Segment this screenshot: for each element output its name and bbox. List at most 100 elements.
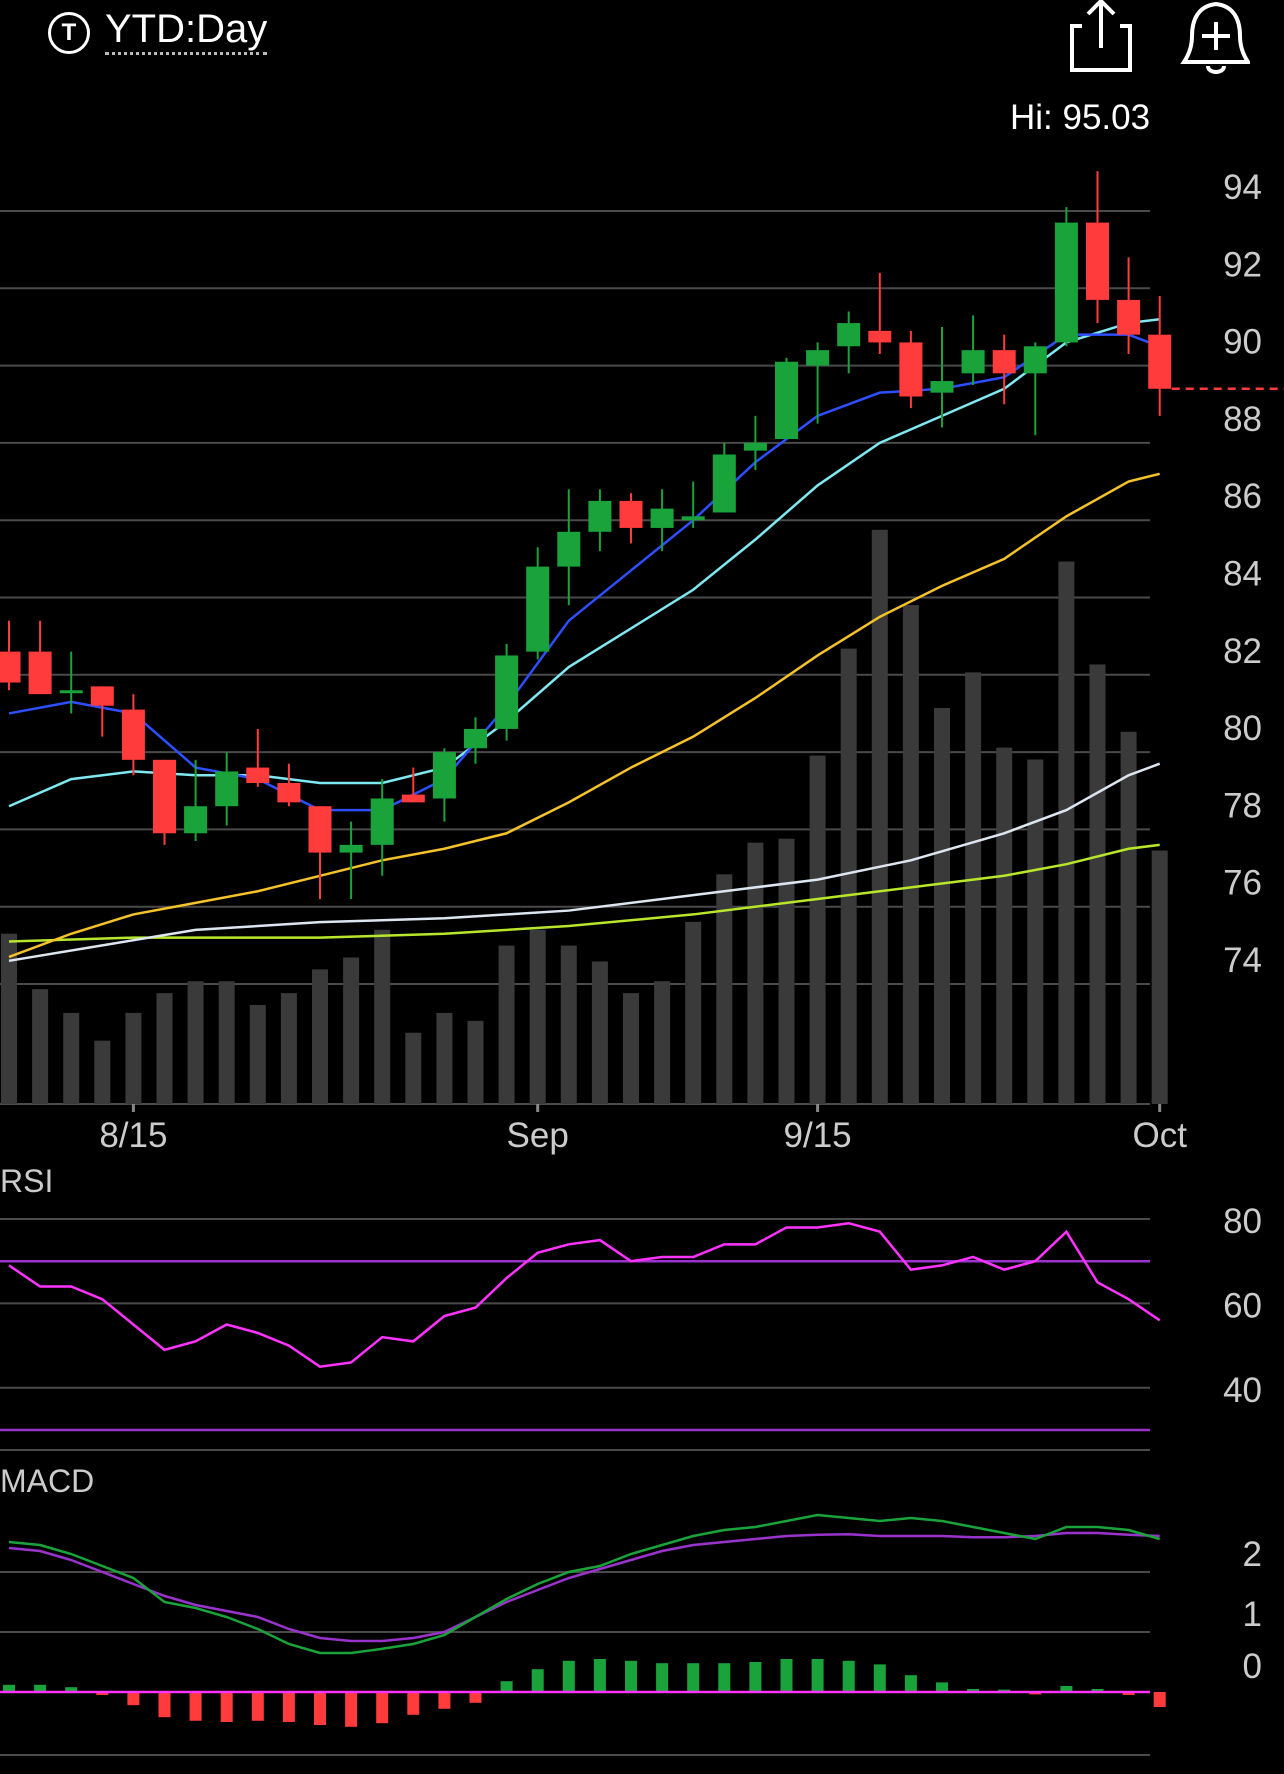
candle-body xyxy=(339,844,363,853)
candle-body xyxy=(961,350,985,374)
candle-body xyxy=(1148,334,1172,389)
macd-histogram-bar xyxy=(656,1663,669,1692)
price-tick-label: 78 xyxy=(1223,786,1262,825)
macd-histogram-bar xyxy=(220,1692,233,1722)
candle-body xyxy=(59,690,83,694)
candle-body xyxy=(681,516,705,521)
macd-histogram-bar xyxy=(780,1659,793,1692)
macd-histogram-bar xyxy=(531,1669,544,1692)
volume-bar xyxy=(1120,731,1137,1104)
macd-tick-label: 1 xyxy=(1243,1595,1262,1634)
price-tick-label: 84 xyxy=(1223,555,1262,594)
candle-body xyxy=(712,454,736,513)
volume-bar xyxy=(1027,759,1044,1104)
macd-histogram-bar xyxy=(842,1660,855,1692)
sma-fast-line xyxy=(8,333,1161,812)
macd-histogram-bar xyxy=(500,1681,513,1692)
candle-body xyxy=(899,342,923,397)
candle-body xyxy=(246,767,270,784)
volume-bar xyxy=(716,874,733,1104)
macd-histogram-bar xyxy=(1122,1692,1135,1695)
macd-histogram-bar xyxy=(407,1692,420,1715)
candle-body xyxy=(743,442,767,451)
ticker-badge-icon: T xyxy=(48,12,90,54)
volume-bar xyxy=(934,708,950,1104)
candle-body xyxy=(0,651,21,683)
add-alert-bell-icon xyxy=(1180,1,1252,74)
macd-histogram-bar xyxy=(127,1692,140,1706)
macd-histogram-bar xyxy=(3,1684,15,1692)
macd-histogram-bar xyxy=(1060,1686,1073,1692)
macd-line xyxy=(8,1513,1161,1655)
candle-body xyxy=(215,771,239,807)
macd-histogram-bar xyxy=(936,1682,948,1692)
date-axis: 8/15 Sep 9/15 Oct xyxy=(99,1104,1187,1155)
candle-body xyxy=(992,350,1016,374)
volume-bar xyxy=(747,842,764,1104)
price-tick-label: 90 xyxy=(1223,323,1262,362)
add-alert-button[interactable] xyxy=(1180,0,1252,80)
candle-body xyxy=(153,759,176,834)
candle-body xyxy=(464,728,487,749)
volume-bar xyxy=(902,605,919,1104)
volume-bars xyxy=(1,529,1168,1104)
volume-bar xyxy=(343,957,360,1104)
candle-body xyxy=(90,686,114,706)
sma-200-line xyxy=(8,843,1160,943)
date-tick-label: Oct xyxy=(1132,1116,1187,1155)
volume-bar xyxy=(218,981,235,1104)
volume-bar xyxy=(560,945,577,1104)
candle-body xyxy=(806,350,830,366)
macd-histogram-bar xyxy=(96,1692,109,1695)
price-tick-label: 76 xyxy=(1223,864,1262,903)
volume-bar xyxy=(996,747,1013,1104)
sma-100-line xyxy=(8,762,1161,963)
rsi-panel: RSI 80 60 40 xyxy=(0,1163,1262,1451)
macd-histogram-bar xyxy=(314,1692,326,1725)
macd-histogram-bar xyxy=(282,1692,295,1722)
price-tick-label: 82 xyxy=(1223,632,1262,671)
price-tick-label: 88 xyxy=(1223,400,1262,439)
candle-body xyxy=(401,794,425,803)
volume-bar xyxy=(591,961,608,1104)
share-icon xyxy=(1070,0,1132,72)
candle-body xyxy=(1086,222,1109,300)
volume-bar xyxy=(623,993,639,1104)
price-tick-label: 94 xyxy=(1223,168,1262,207)
macd-histogram-bar xyxy=(345,1692,358,1727)
volume-bar xyxy=(125,1012,142,1104)
volume-bar xyxy=(187,981,204,1104)
macd-histogram-bar xyxy=(34,1684,47,1692)
range-selector[interactable]: YTD:Day xyxy=(105,6,268,55)
volume-bar xyxy=(312,969,328,1104)
macd-histogram-bar xyxy=(873,1664,886,1692)
rsi-tick-label: 60 xyxy=(1223,1286,1262,1325)
candle-body xyxy=(1054,222,1078,343)
candle-body xyxy=(277,783,301,803)
candle-body xyxy=(930,381,954,393)
sma-mid-line xyxy=(8,317,1160,808)
share-button[interactable] xyxy=(1070,0,1140,80)
candle-body xyxy=(370,798,394,845)
sma-50-line xyxy=(8,472,1161,959)
price-tick-label: 80 xyxy=(1223,709,1262,748)
macd-tick-label: 0 xyxy=(1243,1647,1262,1686)
volume-bar xyxy=(436,1012,453,1104)
macd-title: MACD xyxy=(0,1463,94,1499)
volume-bar xyxy=(529,929,546,1104)
chart-header: T YTD:Day xyxy=(0,0,1284,90)
volume-bar xyxy=(871,529,888,1104)
volume-bar xyxy=(1151,850,1168,1104)
volume-bar xyxy=(94,1040,111,1104)
high-price-label: Hi: 95.03 xyxy=(1010,98,1151,137)
candle-body xyxy=(588,500,612,532)
volume-bar xyxy=(467,1020,484,1104)
macd-signal-line xyxy=(8,1531,1160,1643)
price-axis: 94 92 90 88 86 84 82 80 78 76 74 xyxy=(1223,168,1262,980)
candle-body xyxy=(619,500,643,528)
volume-bar xyxy=(1058,561,1075,1104)
candle-body xyxy=(1117,299,1141,335)
moving-average-lines xyxy=(8,317,1161,963)
volume-bar xyxy=(965,672,982,1104)
